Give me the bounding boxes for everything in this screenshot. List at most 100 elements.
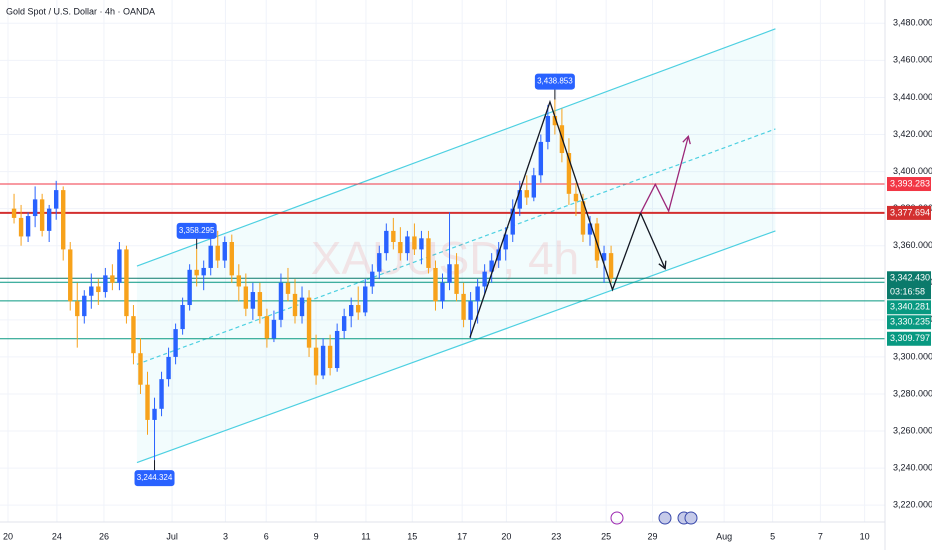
candle-body xyxy=(138,353,143,385)
candle-body xyxy=(250,292,256,309)
price-level-badge xyxy=(887,315,931,330)
event-icon xyxy=(610,511,624,525)
x-tick-label: 5 xyxy=(770,531,775,541)
candle-body xyxy=(552,115,558,126)
candle-body xyxy=(475,286,480,302)
marker-badge xyxy=(176,222,217,239)
candle-body xyxy=(180,305,185,330)
candle-body xyxy=(18,217,24,237)
arrow-head xyxy=(658,260,667,270)
event-icons xyxy=(610,511,698,525)
x-tick-label: 24 xyxy=(52,531,62,541)
candle-body xyxy=(566,153,572,194)
candle-body xyxy=(173,329,178,357)
candle-body xyxy=(166,356,171,380)
candle-body xyxy=(68,249,73,302)
marker-badge xyxy=(534,73,575,90)
candle-body xyxy=(46,208,52,231)
candle-body xyxy=(32,199,38,217)
candle-body xyxy=(152,408,157,420)
candle-body xyxy=(419,238,424,250)
candle-body xyxy=(496,249,501,261)
x-tick-label: 29 xyxy=(648,531,658,541)
y-tick-label: 3,280.000 xyxy=(893,388,932,398)
x-tick-label: 17 xyxy=(457,531,467,541)
candle-body xyxy=(208,245,213,268)
candle-body xyxy=(440,282,445,302)
candle-body xyxy=(524,190,529,198)
candle-body xyxy=(482,271,487,287)
y-tick-label: 3,220.000 xyxy=(893,500,932,510)
candle-body xyxy=(348,305,354,317)
x-tick-label: 20 xyxy=(3,531,13,541)
chart-title: Gold Spot / U.S. Dollar · 4h · OANDA xyxy=(6,6,155,16)
candle-body xyxy=(11,208,17,218)
y-tick-label: 3,440.000 xyxy=(893,92,932,102)
price-level-badge xyxy=(887,205,931,220)
x-tick-label: 23 xyxy=(551,531,561,541)
projection-path xyxy=(639,136,689,214)
channel-line xyxy=(136,128,776,365)
y-tick-label: 3,360.000 xyxy=(893,240,932,250)
price-level-label: 3,393.283 xyxy=(890,178,930,188)
candle-body xyxy=(454,264,459,294)
candle-body xyxy=(412,236,417,250)
marker-label: 3,244.324 xyxy=(137,473,173,482)
price-level-badge xyxy=(887,271,931,300)
x-tick-label: 15 xyxy=(407,531,417,541)
candle-body xyxy=(215,245,220,261)
candle-body xyxy=(510,208,515,235)
x-tick-label: 9 xyxy=(314,531,319,541)
candle-body xyxy=(433,267,438,302)
price-level-badge xyxy=(887,177,931,192)
candle-body xyxy=(110,275,115,283)
candle-body xyxy=(82,295,87,317)
candle-body xyxy=(327,345,333,369)
candle-body xyxy=(398,242,403,254)
candle-body xyxy=(426,238,431,268)
candle-body xyxy=(320,345,326,376)
channel-line xyxy=(136,28,776,267)
y-tick-label: 3,420.000 xyxy=(893,129,932,139)
y-tick-label: 3,460.000 xyxy=(893,55,932,65)
candle-body xyxy=(299,297,305,317)
x-tick-label: Aug xyxy=(716,531,732,541)
candle-body xyxy=(517,190,522,209)
countdown-label: 03:16:58 xyxy=(890,287,925,297)
price-level-badge xyxy=(887,300,931,315)
candle-body xyxy=(117,249,122,283)
candle-body xyxy=(370,271,375,287)
price-level-label: 3,377.694 xyxy=(890,207,930,217)
candle-body xyxy=(608,253,614,279)
y-tick-label: 3,300.000 xyxy=(893,351,932,361)
candle-body xyxy=(384,230,389,254)
candle-body xyxy=(257,292,263,317)
candle-body xyxy=(313,347,319,376)
candle-body xyxy=(292,293,298,317)
candle-body xyxy=(271,319,277,339)
candle-body xyxy=(131,316,136,354)
candle-body xyxy=(503,234,508,250)
x-tick-label: 10 xyxy=(860,531,870,541)
x-tick-label: 20 xyxy=(501,531,511,541)
candle-body xyxy=(264,316,270,339)
candle-body xyxy=(341,316,347,331)
candle-body xyxy=(61,190,66,250)
candle-body xyxy=(377,253,382,272)
projection-path xyxy=(469,99,666,338)
candle-body xyxy=(538,141,544,176)
candle-body xyxy=(391,230,396,243)
candle-body xyxy=(124,249,129,317)
candle-body xyxy=(187,269,192,306)
x-tick-label: 3 xyxy=(223,531,228,541)
x-tick-label: 7 xyxy=(818,531,823,541)
y-tick-label: 3,480.000 xyxy=(893,18,932,28)
candle-body xyxy=(447,264,452,283)
candle-body xyxy=(159,379,164,409)
candle-body xyxy=(103,275,108,293)
candle-body xyxy=(545,115,551,142)
candle-body xyxy=(334,330,340,369)
candle-body xyxy=(306,297,312,348)
